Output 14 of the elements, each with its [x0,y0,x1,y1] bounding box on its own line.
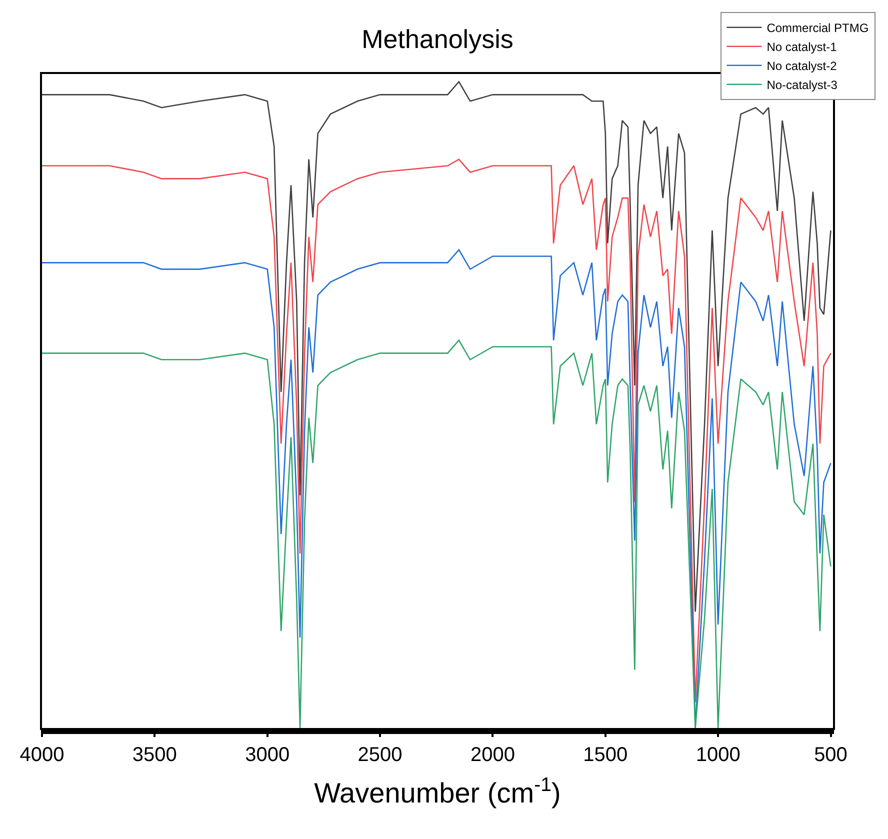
x-tick-label: 1500 [583,744,628,766]
legend-label: No catalyst-2 [766,59,838,74]
x-tick-label: 2000 [470,744,515,766]
x-tick-label: 3500 [132,744,177,766]
x-tick-label: 3000 [245,744,290,766]
x-tick-label: 500 [814,744,848,766]
x-tick-label: 1000 [696,744,740,766]
x-tick-label: 2500 [358,744,402,766]
x-tick-label: 4000 [20,744,64,766]
legend-label: No catalyst-1 [766,40,838,54]
x-axis-title: Wavenumber (cm$^{-1}$) [314,774,561,809]
chart-title: Methanolysis [362,24,514,54]
legend-label: Commercial PTMG [766,21,869,36]
legend-label: No-catalyst-3 [766,78,838,92]
